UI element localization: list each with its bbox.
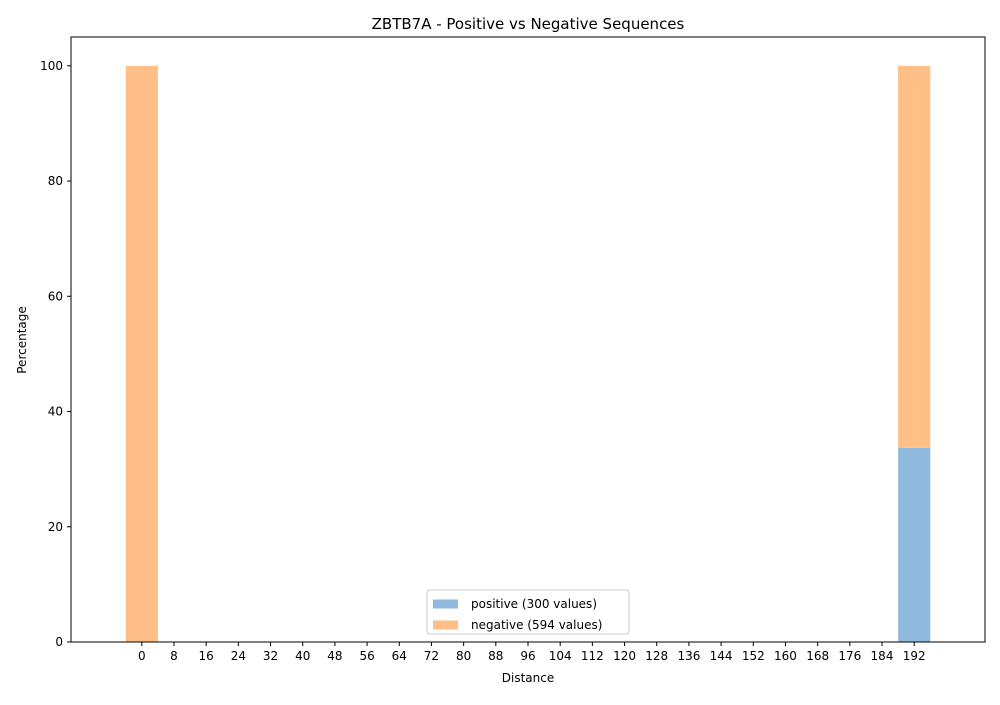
x-tick-label: 112 bbox=[581, 649, 604, 663]
chart-title: ZBTB7A - Positive vs Negative Sequences bbox=[372, 15, 685, 33]
bar-positive-192 bbox=[898, 447, 931, 642]
y-tick-label: 40 bbox=[48, 405, 63, 419]
x-tick-label: 24 bbox=[231, 649, 246, 663]
legend-swatch-positive bbox=[433, 599, 458, 609]
x-axis: 0 8 16 24 32 40 48 56 64 72 80 88 96 104 112 120 128 136 1… bbox=[138, 642, 926, 663]
x-tick-label: 32 bbox=[263, 649, 278, 663]
y-axis: 0 20 40 60 80 100 bbox=[40, 59, 71, 649]
x-tick-label: 160 bbox=[774, 649, 797, 663]
y-tick-label: 80 bbox=[48, 174, 63, 188]
x-tick-label: 72 bbox=[424, 649, 439, 663]
x-tick-label: 136 bbox=[677, 649, 700, 663]
x-tick-label: 80 bbox=[456, 649, 471, 663]
y-tick-label: 60 bbox=[48, 289, 63, 303]
x-tick-label: 176 bbox=[838, 649, 861, 663]
x-tick-label: 168 bbox=[806, 649, 829, 663]
y-tick-label: 0 bbox=[55, 635, 63, 649]
bar-negative-192 bbox=[898, 65, 931, 448]
y-tick-label: 20 bbox=[48, 520, 63, 534]
x-tick-label: 152 bbox=[742, 649, 765, 663]
legend-label-negative: negative (594 values) bbox=[471, 618, 602, 632]
x-tick-label: 8 bbox=[170, 649, 178, 663]
x-tick-label: 88 bbox=[488, 649, 503, 663]
x-tick-label: 0 bbox=[138, 649, 146, 663]
x-tick-label: 144 bbox=[710, 649, 733, 663]
x-tick-label: 48 bbox=[327, 649, 342, 663]
legend-swatch-negative bbox=[433, 620, 458, 630]
x-tick-label: 16 bbox=[199, 649, 214, 663]
legend-label-positive: positive (300 values) bbox=[471, 597, 597, 611]
x-tick-label: 56 bbox=[359, 649, 374, 663]
legend: positive (300 values) negative (594 value… bbox=[426, 589, 630, 635]
x-tick-label: 104 bbox=[549, 649, 572, 663]
x-tick-label: 64 bbox=[392, 649, 407, 663]
x-tick-label: 120 bbox=[613, 649, 636, 663]
x-tick-label: 40 bbox=[295, 649, 310, 663]
x-axis-label: Distance bbox=[502, 671, 554, 685]
y-tick-label: 100 bbox=[40, 59, 63, 73]
bar-negative-0 bbox=[125, 65, 158, 642]
x-tick-label: 184 bbox=[871, 649, 894, 663]
x-tick-label: 96 bbox=[520, 649, 535, 663]
y-axis-label: Percentage bbox=[15, 306, 29, 374]
bars-layer bbox=[125, 65, 931, 642]
x-tick-label: 192 bbox=[903, 649, 926, 663]
legend-box bbox=[426, 589, 630, 635]
x-tick-label: 128 bbox=[645, 649, 668, 663]
